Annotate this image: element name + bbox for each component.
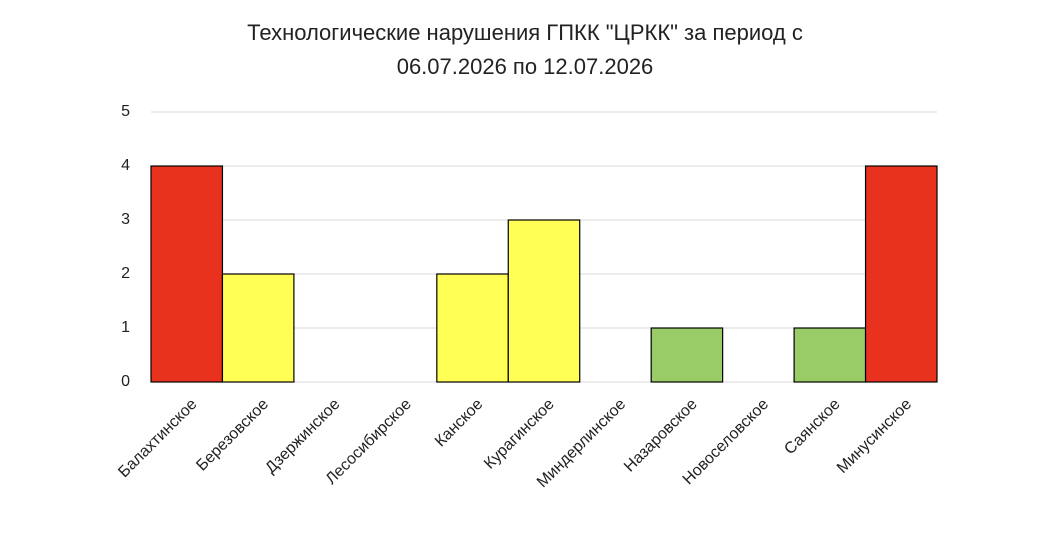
bar <box>507 219 581 383</box>
x-tick-label: Балахтинское <box>115 396 200 481</box>
bar <box>650 327 724 383</box>
y-tick-label: 5 <box>121 103 130 120</box>
chart-title: Технологические нарушения ГПКК "ЦРКК" за… <box>247 20 803 79</box>
y-tick-label: 0 <box>121 373 130 390</box>
x-tick-label: Канское <box>432 396 487 451</box>
y-tick-label: 4 <box>121 157 130 174</box>
bar <box>221 273 295 383</box>
x-tick-label: Саянское <box>781 396 843 458</box>
y-tick-label: 3 <box>121 211 130 228</box>
x-tick-label: Дзержинское <box>262 396 343 477</box>
x-tick-label: Минусинское <box>834 396 915 477</box>
x-tick-label: Березовское <box>193 396 272 475</box>
bar <box>793 327 867 383</box>
bar <box>436 273 509 383</box>
bar <box>864 165 938 383</box>
y-tick-label: 2 <box>121 265 130 282</box>
bar <box>150 165 224 383</box>
y-tick-label: 1 <box>121 319 130 336</box>
x-tick-label: Назаровское <box>621 396 701 476</box>
x-tick-label: Курагинское <box>481 396 558 473</box>
